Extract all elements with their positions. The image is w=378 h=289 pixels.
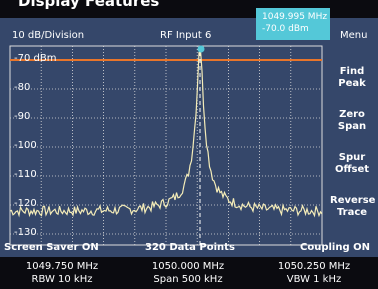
y-label: -110: [14, 169, 37, 180]
marker-dot: [198, 46, 205, 53]
footer-setting: RBW 10 kHz: [2, 273, 122, 286]
footer-frequency: 1050.000 MHz: [128, 260, 248, 273]
menu-item[interactable]: Reverse Trace: [330, 195, 374, 219]
menu-item[interactable]: Spur Offset: [330, 152, 374, 176]
y-label: -80: [14, 82, 30, 93]
footer-frequency: 1050.250 MHz: [254, 260, 374, 273]
status-right: Coupling ON: [300, 242, 370, 253]
y-label: -100: [14, 140, 37, 151]
y-label: -90: [14, 111, 30, 122]
footer-setting: Span 500 kHz: [128, 273, 248, 286]
menu-item[interactable]: Zero Span: [330, 109, 374, 133]
y-label: -70 dBm: [14, 53, 56, 64]
menu-item[interactable]: Find Peak: [330, 66, 374, 90]
y-label: -130: [14, 227, 37, 238]
y-label: -120: [14, 198, 37, 209]
footer-frequency: 1049.750 MHz: [2, 260, 122, 273]
analyzer-screen: Display Features 10 dB/Division RF Input…: [0, 0, 378, 289]
grid: [10, 46, 322, 245]
status-center: 320 Data Points: [145, 242, 235, 253]
footer-setting: VBW 1 kHz: [254, 273, 374, 286]
status-left: Screen Saver ON: [4, 242, 99, 253]
